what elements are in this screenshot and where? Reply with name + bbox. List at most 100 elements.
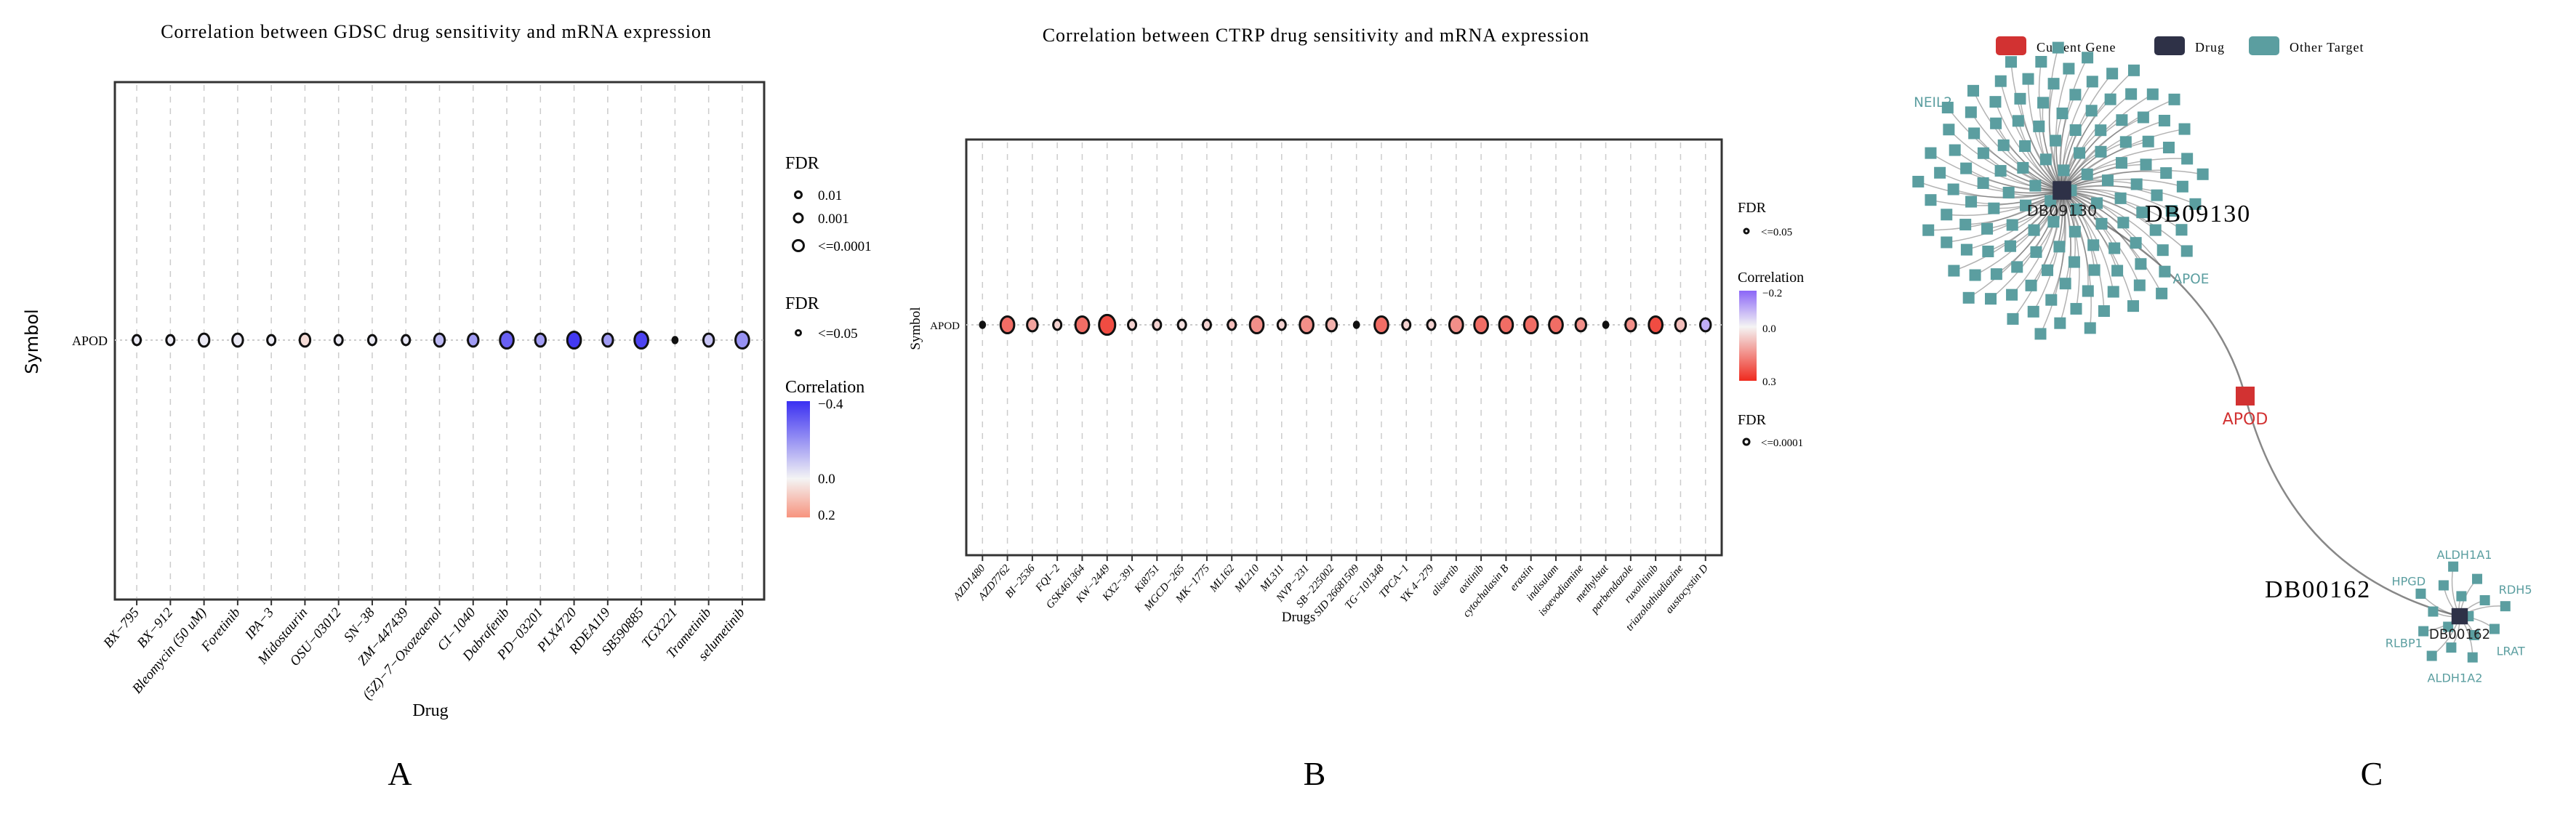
target-node[interactable] bbox=[1994, 75, 2007, 87]
target-node[interactable] bbox=[2022, 73, 2034, 85]
target-node[interactable] bbox=[2415, 588, 2426, 599]
target-node[interactable] bbox=[2029, 179, 2042, 192]
target-node[interactable] bbox=[2095, 124, 2107, 137]
target-node[interactable] bbox=[1997, 139, 2010, 151]
target-node[interactable] bbox=[2189, 198, 2202, 210]
data-point[interactable] bbox=[702, 332, 715, 348]
target-node[interactable] bbox=[1948, 265, 1960, 277]
target-node[interactable] bbox=[2107, 286, 2119, 298]
data-point[interactable] bbox=[1674, 317, 1688, 333]
target-node[interactable] bbox=[2149, 224, 2162, 236]
target-node[interactable] bbox=[2005, 240, 2017, 252]
target-node[interactable] bbox=[1922, 224, 1935, 236]
target-node[interactable] bbox=[2039, 153, 2052, 166]
target-node[interactable] bbox=[2017, 161, 2029, 174]
target-node[interactable] bbox=[2082, 285, 2094, 297]
target-node[interactable] bbox=[2095, 145, 2107, 158]
target-node[interactable] bbox=[2133, 279, 2146, 291]
data-point[interactable] bbox=[1052, 318, 1063, 331]
target-node[interactable] bbox=[2146, 88, 2159, 100]
target-node[interactable] bbox=[2068, 256, 2080, 268]
data-point[interactable] bbox=[298, 332, 312, 348]
target-node[interactable] bbox=[1949, 144, 1961, 156]
data-point[interactable] bbox=[1276, 318, 1287, 331]
target-node[interactable] bbox=[2160, 167, 2172, 179]
data-point[interactable] bbox=[1248, 315, 1265, 335]
target-node[interactable] bbox=[2468, 629, 2479, 640]
target-node[interactable] bbox=[2037, 97, 2050, 109]
target-node[interactable] bbox=[2140, 158, 2152, 171]
target-node[interactable] bbox=[2006, 289, 2018, 301]
target-node[interactable] bbox=[1981, 222, 1994, 235]
data-point[interactable] bbox=[1648, 315, 1664, 335]
target-node[interactable] bbox=[2428, 606, 2439, 617]
data-point[interactable] bbox=[1352, 320, 1360, 329]
data-point[interactable] bbox=[1074, 315, 1091, 335]
target-node[interactable] bbox=[1925, 194, 1937, 206]
data-point[interactable] bbox=[1426, 318, 1437, 331]
target-node[interactable] bbox=[2014, 92, 2026, 105]
target-node[interactable] bbox=[2130, 178, 2143, 190]
target-node[interactable] bbox=[2082, 52, 2094, 64]
target-node[interactable] bbox=[2137, 111, 2149, 124]
data-point[interactable] bbox=[1602, 320, 1610, 329]
target-node[interactable] bbox=[2054, 317, 2066, 329]
target-node[interactable] bbox=[2069, 124, 2082, 137]
target-node[interactable] bbox=[2085, 105, 2098, 117]
data-point[interactable] bbox=[165, 334, 176, 347]
data-point[interactable] bbox=[734, 330, 750, 350]
data-point[interactable] bbox=[1227, 318, 1237, 331]
target-node[interactable] bbox=[1925, 147, 1937, 159]
target-node[interactable] bbox=[2027, 305, 2039, 318]
target-node[interactable] bbox=[2196, 168, 2209, 180]
data-point[interactable] bbox=[1176, 318, 1187, 331]
data-point[interactable] bbox=[1698, 317, 1712, 333]
data-point[interactable] bbox=[499, 330, 515, 350]
target-node[interactable] bbox=[2135, 258, 2147, 270]
target-node[interactable] bbox=[1977, 177, 1989, 189]
target-node[interactable] bbox=[2114, 192, 2127, 204]
target-node[interactable] bbox=[1960, 162, 1973, 174]
target-node[interactable] bbox=[2047, 78, 2060, 90]
target-node[interactable] bbox=[2002, 187, 2015, 199]
target-node[interactable] bbox=[1934, 166, 1946, 179]
target-node[interactable] bbox=[1912, 175, 1925, 187]
data-point[interactable] bbox=[1548, 315, 1564, 335]
target-node[interactable] bbox=[2472, 573, 2483, 584]
target-node[interactable] bbox=[2116, 114, 2128, 126]
target-node[interactable] bbox=[2479, 594, 2490, 605]
data-point[interactable] bbox=[333, 334, 344, 347]
data-point[interactable] bbox=[1401, 318, 1412, 331]
data-point[interactable] bbox=[467, 332, 480, 348]
target-node[interactable] bbox=[2130, 237, 2142, 249]
target-node[interactable] bbox=[2159, 265, 2171, 278]
target-node[interactable] bbox=[2106, 68, 2119, 80]
target-node[interactable] bbox=[1988, 202, 2000, 214]
data-point[interactable] bbox=[1498, 315, 1514, 335]
target-node[interactable] bbox=[2119, 136, 2132, 148]
target-node[interactable] bbox=[1959, 219, 1972, 231]
target-node[interactable] bbox=[1962, 291, 1975, 304]
data-point[interactable] bbox=[132, 334, 143, 347]
target-node[interactable] bbox=[2056, 108, 2069, 120]
target-node[interactable] bbox=[2443, 621, 2454, 632]
target-node[interactable] bbox=[1965, 195, 1978, 208]
target-node[interactable] bbox=[1985, 293, 1997, 305]
target-node[interactable] bbox=[2087, 239, 2100, 251]
target-node[interactable] bbox=[2081, 168, 2093, 180]
target-node[interactable] bbox=[2156, 244, 2169, 257]
target-node[interactable] bbox=[2006, 219, 2018, 231]
data-point[interactable] bbox=[1473, 315, 1489, 335]
data-point[interactable] bbox=[979, 320, 987, 329]
data-point[interactable] bbox=[1152, 318, 1163, 331]
target-node[interactable] bbox=[2042, 264, 2054, 276]
data-point[interactable] bbox=[401, 334, 412, 347]
data-point[interactable] bbox=[566, 330, 582, 350]
target-node[interactable] bbox=[1965, 106, 1977, 118]
target-node[interactable] bbox=[2045, 294, 2058, 306]
data-point[interactable] bbox=[1574, 317, 1587, 333]
target-node[interactable] bbox=[2052, 41, 2064, 54]
target-node[interactable] bbox=[2162, 142, 2175, 154]
target-node[interactable] bbox=[2489, 624, 2500, 634]
target-node[interactable] bbox=[2086, 76, 2098, 88]
